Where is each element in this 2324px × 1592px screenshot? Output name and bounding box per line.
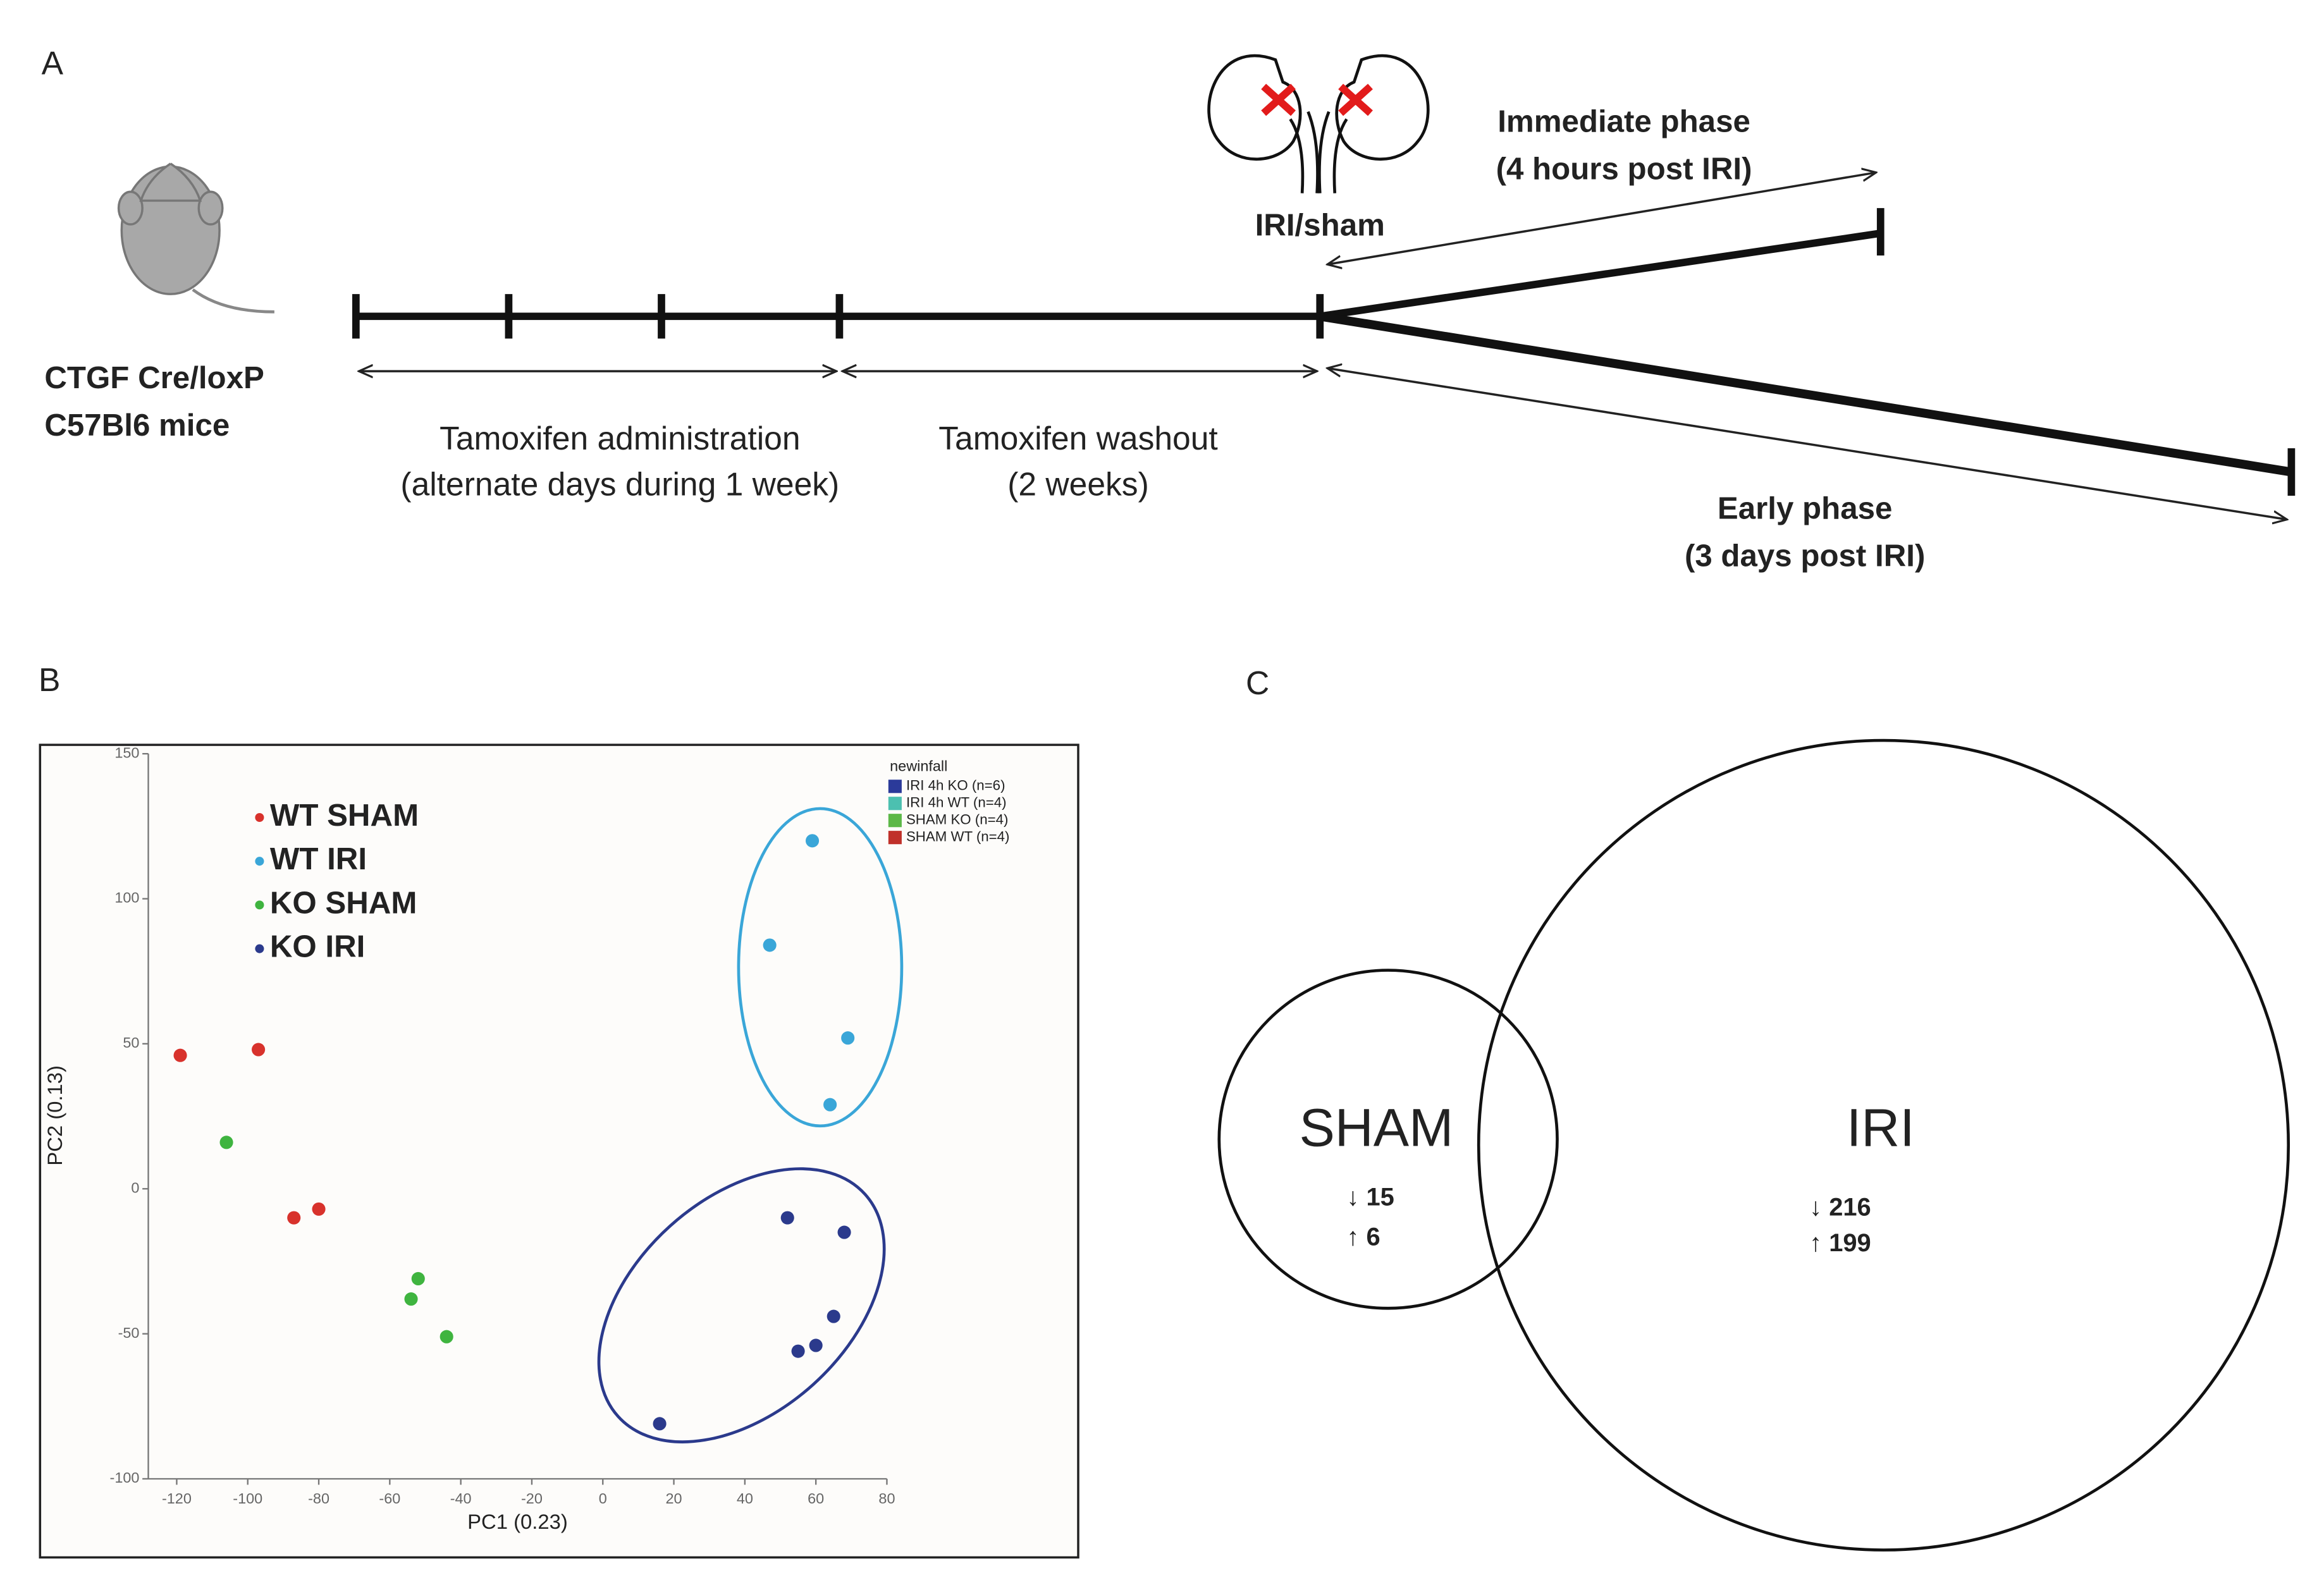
phase-note: (4 hours post IRI) [1496,151,1752,186]
kidney-icon [1207,54,1430,193]
x-axis-label: PC1 (0.23) [467,1510,568,1533]
data-point [252,1043,266,1056]
venn-set-label: IRI [1847,1098,1915,1157]
interval-note: (2 weeks) [1007,466,1149,503]
venn-count: ↓ 15 [1346,1183,1394,1211]
x-tick-label: -60 [379,1490,400,1507]
inset-legend-label: SHAM WT (n=4) [906,829,1010,845]
inset-legend-label: SHAM KO (n=4) [906,812,1008,828]
x-tick-label: -20 [521,1490,543,1507]
x-tick-label: -80 [308,1490,329,1507]
phase-note: (3 days post IRI) [1685,539,1925,573]
x-tick-label: 80 [878,1490,895,1507]
panel-a: A CTGF Cre/loxP C57Bl6 mice [42,45,2296,573]
venn-count: ↑ 199 [1809,1229,1871,1257]
inset-legend-label: IRI 4h WT (n=4) [906,795,1007,811]
panel-label: C [1246,664,1269,701]
interval-label: Tamoxifen administration [440,420,800,456]
venn-circle [1217,969,1559,1310]
data-point [827,1309,840,1323]
data-point [219,1136,233,1149]
y-tick-label: 0 [131,1179,139,1196]
panel-c: C SHAM ↓ 15 ↑ 6 IRI ↓ 216 ↑ 199 [1217,664,2290,1552]
cluster-outline [737,807,904,1128]
inset-legend-swatch [888,797,902,811]
interval-arrows [359,173,2287,520]
data-point [173,1048,187,1062]
legend-dot [255,900,264,910]
interval-note: (alternate days during 1 week) [400,466,839,503]
legend-label: KO SHAM [270,885,417,920]
y-tick-label: 150 [114,744,139,761]
y-tick-label: -100 [110,1469,140,1486]
venn-set-label: SHAM [1299,1098,1453,1157]
panel-label: A [42,45,64,82]
data-point [837,1225,851,1239]
y-tick-label: 100 [114,890,139,906]
data-point [841,1031,855,1045]
data-point [404,1292,418,1306]
y-axis-label: PC2 (0.13) [43,1065,66,1166]
mouse-icon [117,162,274,314]
scatter-plot: -120 -100 -80 -60 -40 -20 0 20 40 60 80 -100 -50 0 50 1… [43,744,1010,1533]
x-tick-label: -40 [450,1490,472,1507]
legend-dot [255,857,264,866]
inset-legend-label: IRI 4h KO (n=6) [906,778,1005,793]
mouse-strain: C57Bl6 mice [44,408,230,443]
x-tick-label: -120 [162,1490,192,1507]
data-point [312,1202,326,1216]
data-point [823,1098,837,1111]
venn-circle [1477,738,2290,1552]
x-tick-label: 40 [737,1490,753,1507]
interval-label: Tamoxifen washout [938,420,1218,456]
plot-frame [39,744,1079,1559]
panel-label: B [39,661,60,698]
legend-label: WT IRI [270,842,367,876]
inset-legend-swatch [888,831,902,845]
inset-legend-swatch [888,780,902,793]
legend-dot [255,812,264,823]
data-point [411,1271,425,1286]
inset-legend-swatch [888,814,902,828]
data-point [791,1344,805,1358]
legend-label: KO IRI [270,929,366,964]
venn-count: ↓ 216 [1809,1194,1871,1222]
legend-dot [255,944,264,953]
venn-count: ↑ 6 [1346,1223,1380,1251]
cluster-outline [597,1167,886,1443]
phase-label: Immediate phase [1497,104,1750,138]
x-tick-label: 60 [808,1490,824,1507]
x-tick-label: -100 [233,1490,262,1507]
x-tick-label: 20 [666,1490,682,1507]
x-tick-label: 0 [599,1490,607,1507]
data-point [809,1338,823,1352]
data-point [287,1211,301,1225]
data-point [780,1211,794,1225]
y-tick-label: 50 [123,1034,139,1051]
inset-legend-title: newinfall [890,757,947,774]
data-point [653,1417,667,1431]
data-point [805,834,820,848]
phase-label: Early phase [1718,491,1893,526]
clamp-mark [1261,83,1373,116]
data-point [440,1330,453,1344]
data-point [763,938,777,952]
legend-label: WT SHAM [270,798,419,833]
surgery-label: IRI/sham [1255,208,1385,243]
y-tick-label: -50 [118,1325,140,1341]
mouse-strain: CTGF Cre/loxP [44,360,264,395]
